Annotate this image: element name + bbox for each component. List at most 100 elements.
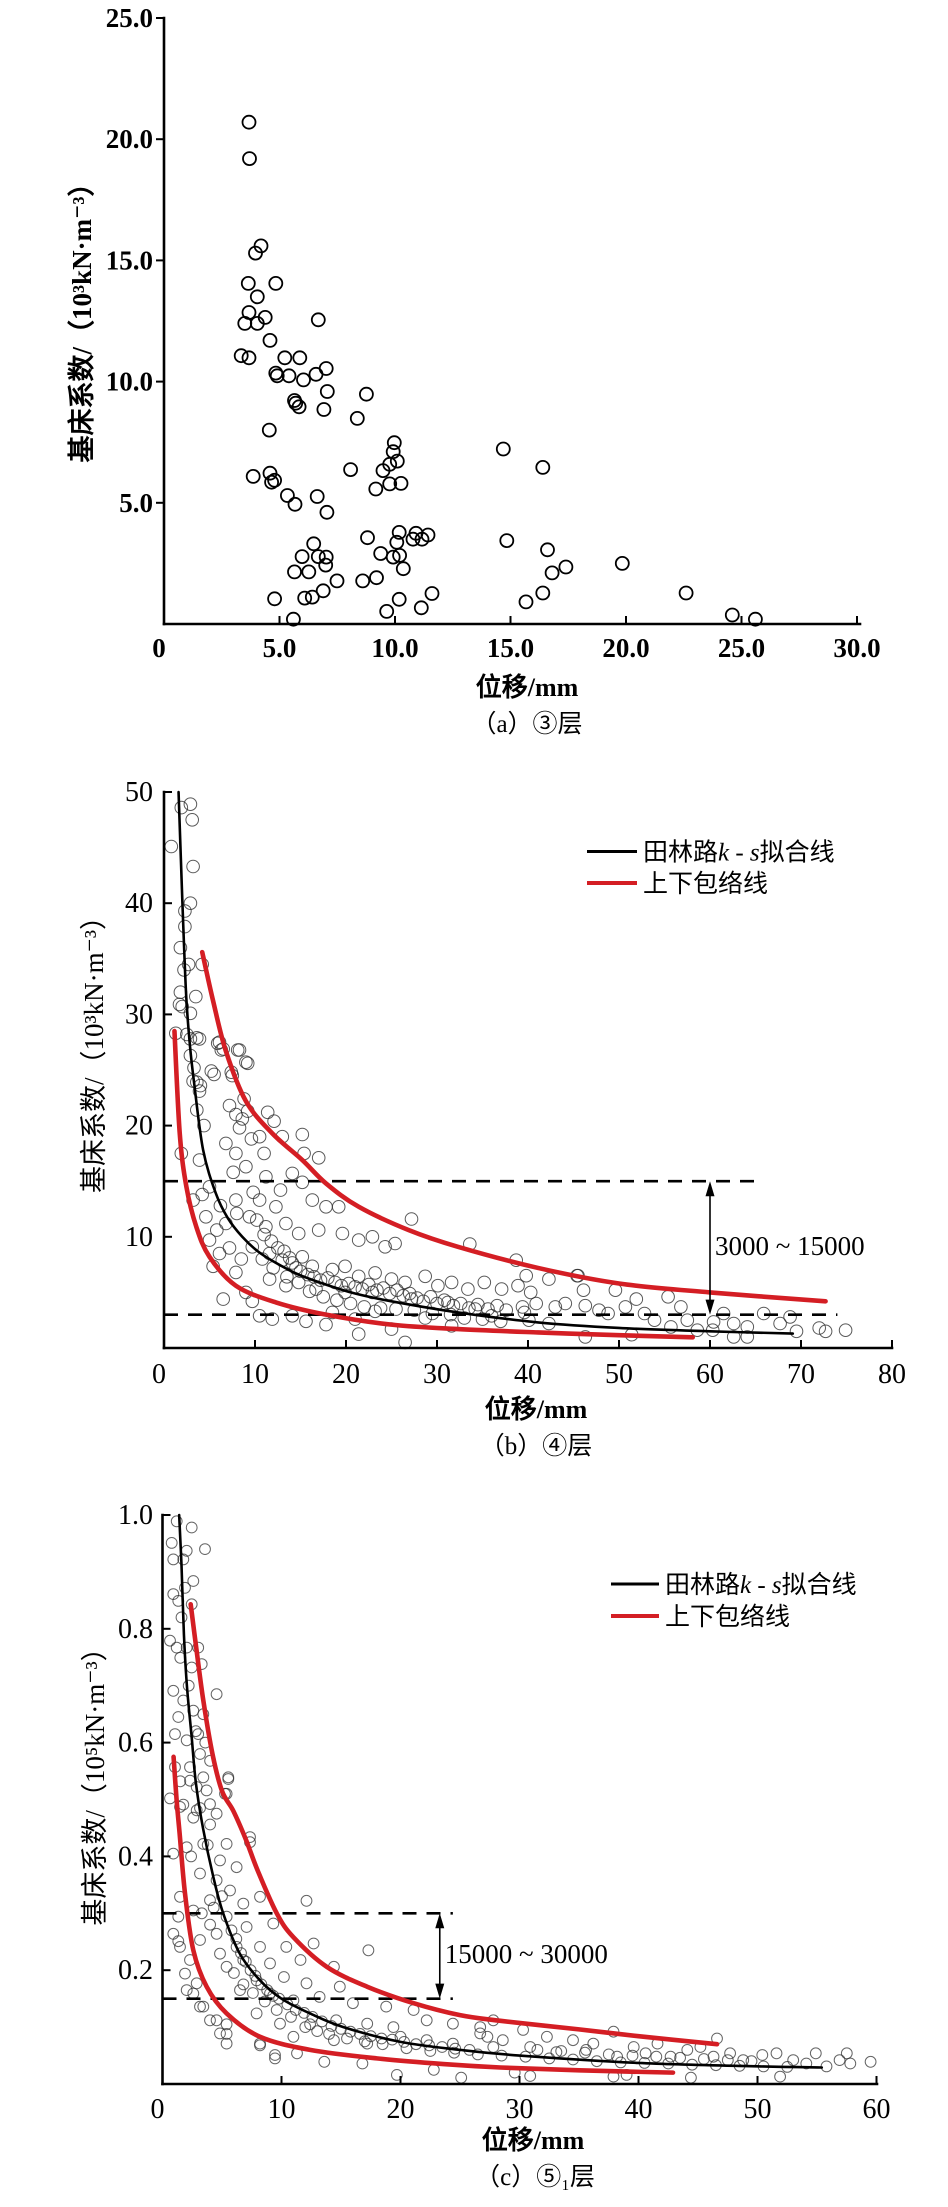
data-point <box>239 1055 253 1069</box>
data-point <box>548 1300 563 1314</box>
data-point <box>389 453 405 469</box>
data-point <box>349 410 365 426</box>
y-tick-label: 25.0 <box>106 3 153 33</box>
y-tick-label: 10 <box>125 1222 153 1253</box>
annotation-label: 15000 ~ 30000 <box>445 1939 608 1969</box>
data-point <box>257 1227 271 1242</box>
data-point <box>204 1894 216 1907</box>
data-point <box>448 2046 461 2059</box>
data-point <box>681 2043 694 2056</box>
legend-label-part: 拟合线 <box>760 839 835 867</box>
data-point <box>219 1136 233 1151</box>
data-point <box>726 1330 741 1344</box>
data-point <box>319 504 335 520</box>
data-point <box>726 1316 741 1331</box>
data-point <box>307 1270 321 1284</box>
y-tick-label: 20 <box>125 1111 153 1142</box>
data-point <box>311 1151 326 1165</box>
data-point <box>164 839 179 854</box>
data-point <box>202 1180 217 1194</box>
data-point <box>499 533 515 548</box>
data-point <box>840 2047 853 2060</box>
data-point <box>756 2049 769 2061</box>
chart-a: 0 5.0 10.0 15.0 20.0 25.0 30.0 5.0 10.0 15.0 20.0 2… <box>66 3 881 738</box>
data-point <box>249 289 265 305</box>
data-point <box>279 1278 293 1293</box>
data-point <box>517 1305 532 1320</box>
data-point <box>269 2052 281 2065</box>
data-point <box>279 488 295 503</box>
data-point <box>262 1272 277 1286</box>
data-point <box>299 1314 313 1329</box>
y-tick-label: 40 <box>125 888 153 919</box>
data-point <box>237 315 253 331</box>
data-point <box>167 1927 180 1940</box>
data-point <box>311 2025 324 2037</box>
data-point <box>230 1043 245 1057</box>
data-point <box>558 559 574 575</box>
data-point <box>180 1984 193 1996</box>
legend: 田林路k - s拟合线 上下包络线 <box>611 1571 857 1631</box>
data-point <box>328 2034 340 2047</box>
data-point <box>587 2037 600 2050</box>
data-point <box>431 1278 445 1293</box>
data-point <box>427 2063 440 2076</box>
data-point <box>235 1112 250 1126</box>
data-point <box>229 1265 243 1280</box>
data-point <box>204 1798 216 1810</box>
annotation-arrow <box>705 1181 715 1315</box>
data-point <box>216 1292 230 1306</box>
lower-envelope-curve <box>172 1028 696 1340</box>
data-point <box>249 1970 262 1982</box>
data-point <box>237 1954 250 1966</box>
data-point <box>172 1910 185 1923</box>
annotation-label: 3000 ~ 15000 <box>715 1231 865 1261</box>
legend-label-part: 上下包络线 <box>643 870 768 898</box>
data-point <box>315 583 331 599</box>
data-point <box>174 1941 186 1953</box>
data-point <box>661 1290 675 1304</box>
data-point <box>183 1006 198 1021</box>
data-point <box>285 611 301 627</box>
data-point <box>229 1146 243 1161</box>
y-axis-title: 基床系数/（10³kN·m⁻³） <box>66 170 97 463</box>
data-point <box>177 1553 190 1566</box>
data-point <box>578 1298 593 1313</box>
data-point <box>307 1937 320 1950</box>
data-point <box>308 366 324 382</box>
x-tick-label: 25.0 <box>718 633 765 663</box>
legend-label-part: 田林路 <box>643 839 718 867</box>
x-tick-label: 60 <box>696 1359 724 1390</box>
data-point <box>245 468 261 484</box>
x-tick-label: 10 <box>268 2094 296 2125</box>
x-tick-label: 20 <box>387 2094 415 2125</box>
data-point <box>170 1515 183 1528</box>
data-point <box>246 1185 260 1200</box>
data-point <box>213 1198 228 1213</box>
data-point <box>740 1330 755 1344</box>
data-point <box>220 1838 233 1850</box>
data-point <box>373 546 389 561</box>
data-point <box>341 2032 353 2045</box>
data-point <box>233 348 249 364</box>
data-point <box>370 1283 384 1297</box>
data-point <box>194 1748 206 1760</box>
legend-label-envelope: 上下包络线 <box>665 1603 790 1631</box>
y-axis-title: 基床系数/（10³kN·m⁻³） <box>79 903 109 1193</box>
data-point <box>864 2055 877 2068</box>
data-point <box>311 1223 326 1237</box>
data-point <box>187 1575 200 1587</box>
data-point <box>242 151 257 167</box>
data-point <box>444 1275 459 1290</box>
x-tick-label: 15.0 <box>487 633 534 663</box>
data-point <box>318 549 334 565</box>
data-point <box>535 459 551 475</box>
data-point <box>230 1206 244 1221</box>
data-point <box>405 531 421 547</box>
data-point <box>269 2049 281 2061</box>
data-point <box>300 1894 313 1907</box>
data-point <box>301 564 317 580</box>
data-point <box>678 585 694 601</box>
data-point <box>281 368 297 384</box>
